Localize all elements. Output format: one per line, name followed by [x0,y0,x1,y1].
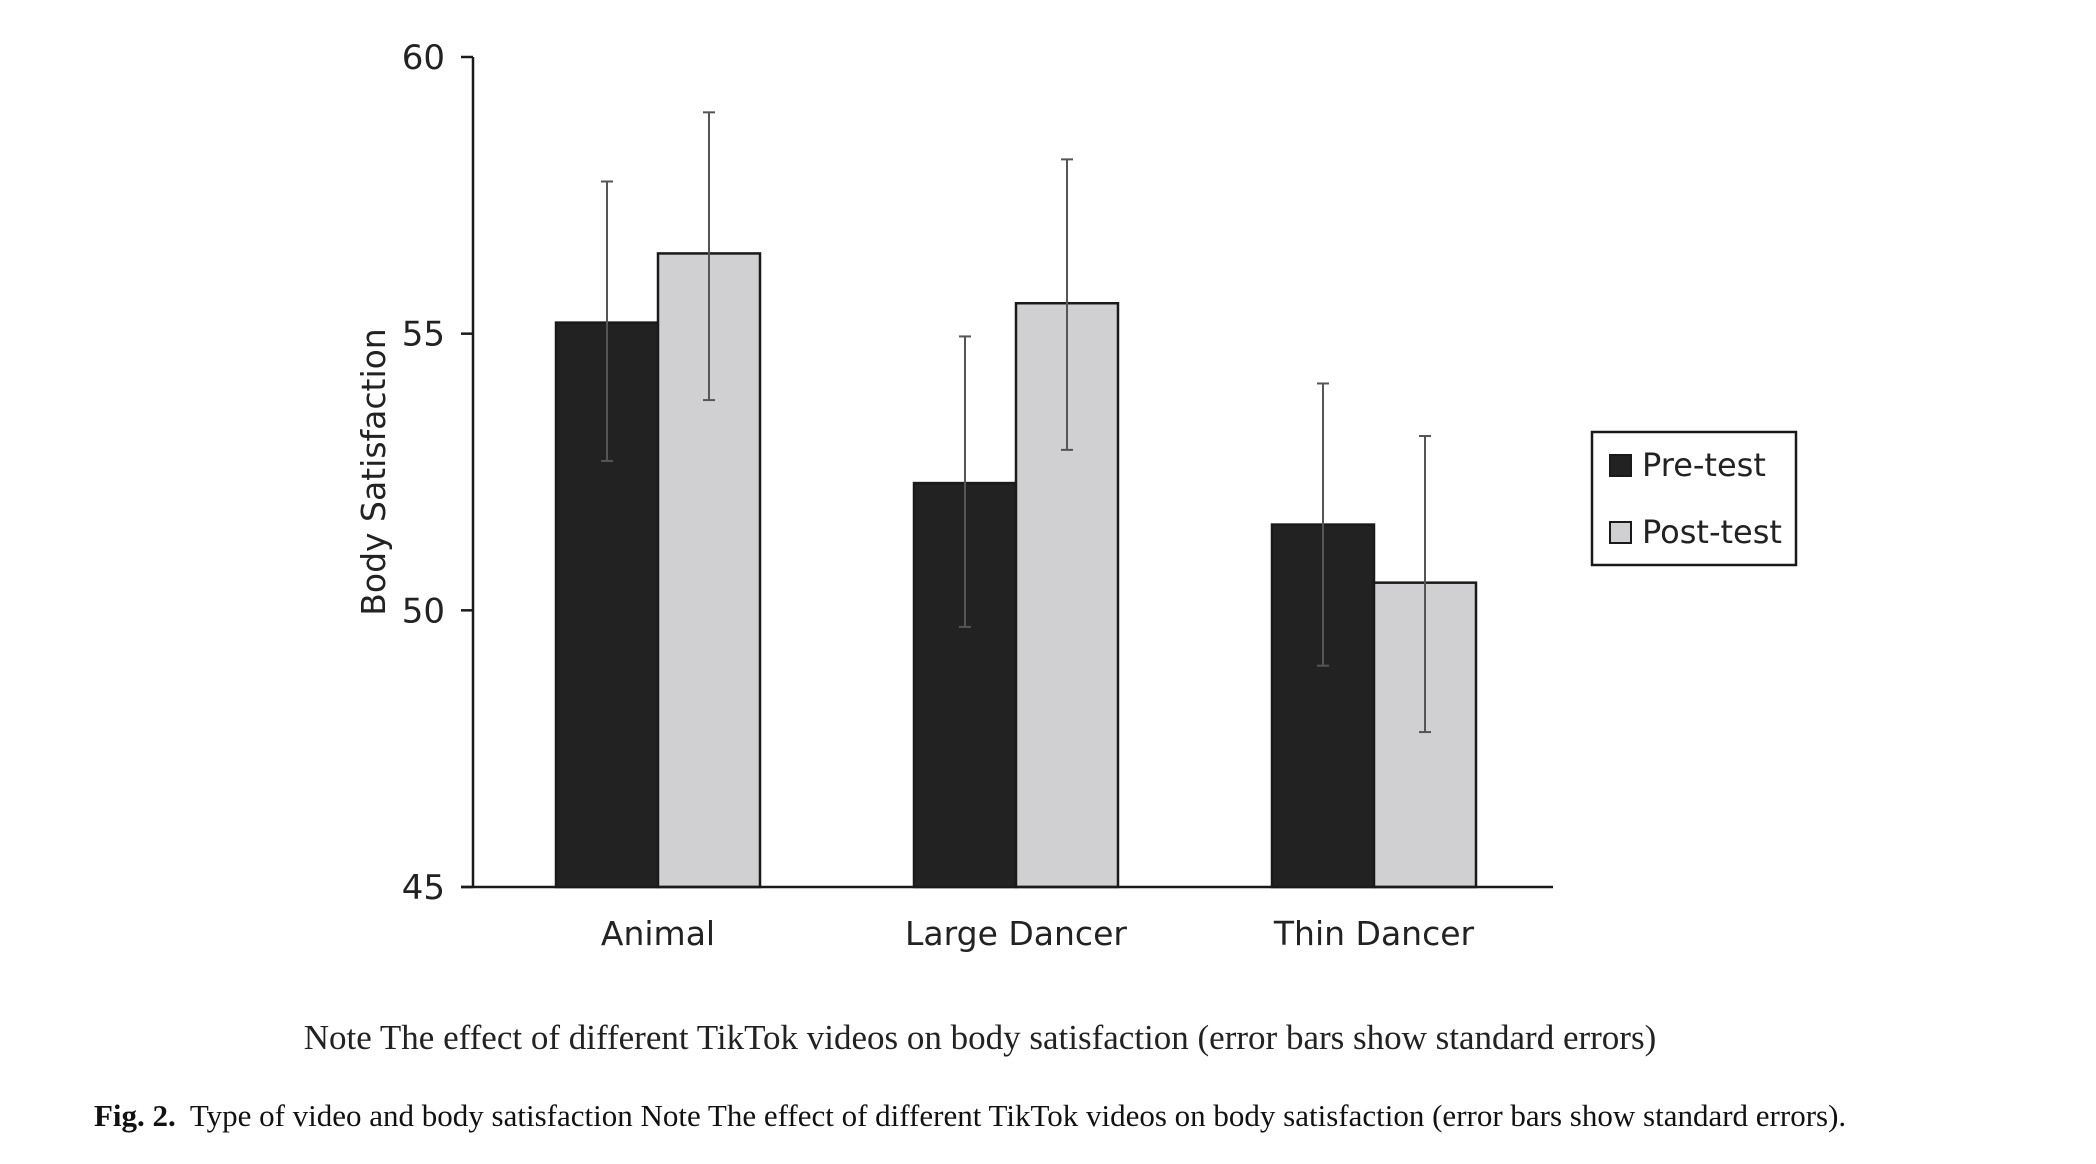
legend-swatch-pre-test [1609,454,1632,477]
legend-label-post-test: Post-test [1642,513,1782,551]
figure-caption-label: Fig. 2. [94,1098,176,1133]
error-bar-post-test-thin-dancer [1419,435,1431,734]
error-bar-post-test-large-dancer [1061,158,1073,451]
y-axis-label: Body Satisfaction [354,328,393,615]
figure-caption-text: Type of video and body satisfaction Note… [189,1098,1847,1133]
x-tick-label-animal: Animal [601,914,715,953]
y-tick-label-45: 45 [402,868,445,908]
error-bar-pre-test-thin-dancer [1317,382,1329,667]
legend-label-pre-test: Pre-test [1642,446,1766,484]
x-tick-label-large-dancer: Large Dancer [905,914,1127,953]
bars-layer [554,252,1478,889]
figure-note: Note The effect of different TikTok vide… [303,1018,1657,1057]
error-bars-layer [601,111,1431,734]
legend-swatch-post-test [1609,521,1632,544]
error-bar-post-test-animal [703,111,715,402]
y-tick-label-55: 55 [402,315,445,355]
legend: Pre-test Post-test [1590,430,1798,567]
axes-layer: Animal Large Dancer Thin Dancer 45 50 55 60 Bod… [354,38,1553,953]
x-tick-label-thin-dancer: Thin Dancer [1273,914,1475,953]
bar-chart: Animal Large Dancer Thin Dancer 45 50 55 60 Bod… [354,38,1798,953]
y-tick-label-60: 60 [402,38,445,78]
figure-caption: Fig. 2. Type of video and body satisfacti… [94,1098,1846,1134]
error-bar-pre-test-large-dancer [959,335,971,628]
error-bar-pre-test-animal [601,180,613,462]
y-tick-label-50: 50 [402,591,445,631]
